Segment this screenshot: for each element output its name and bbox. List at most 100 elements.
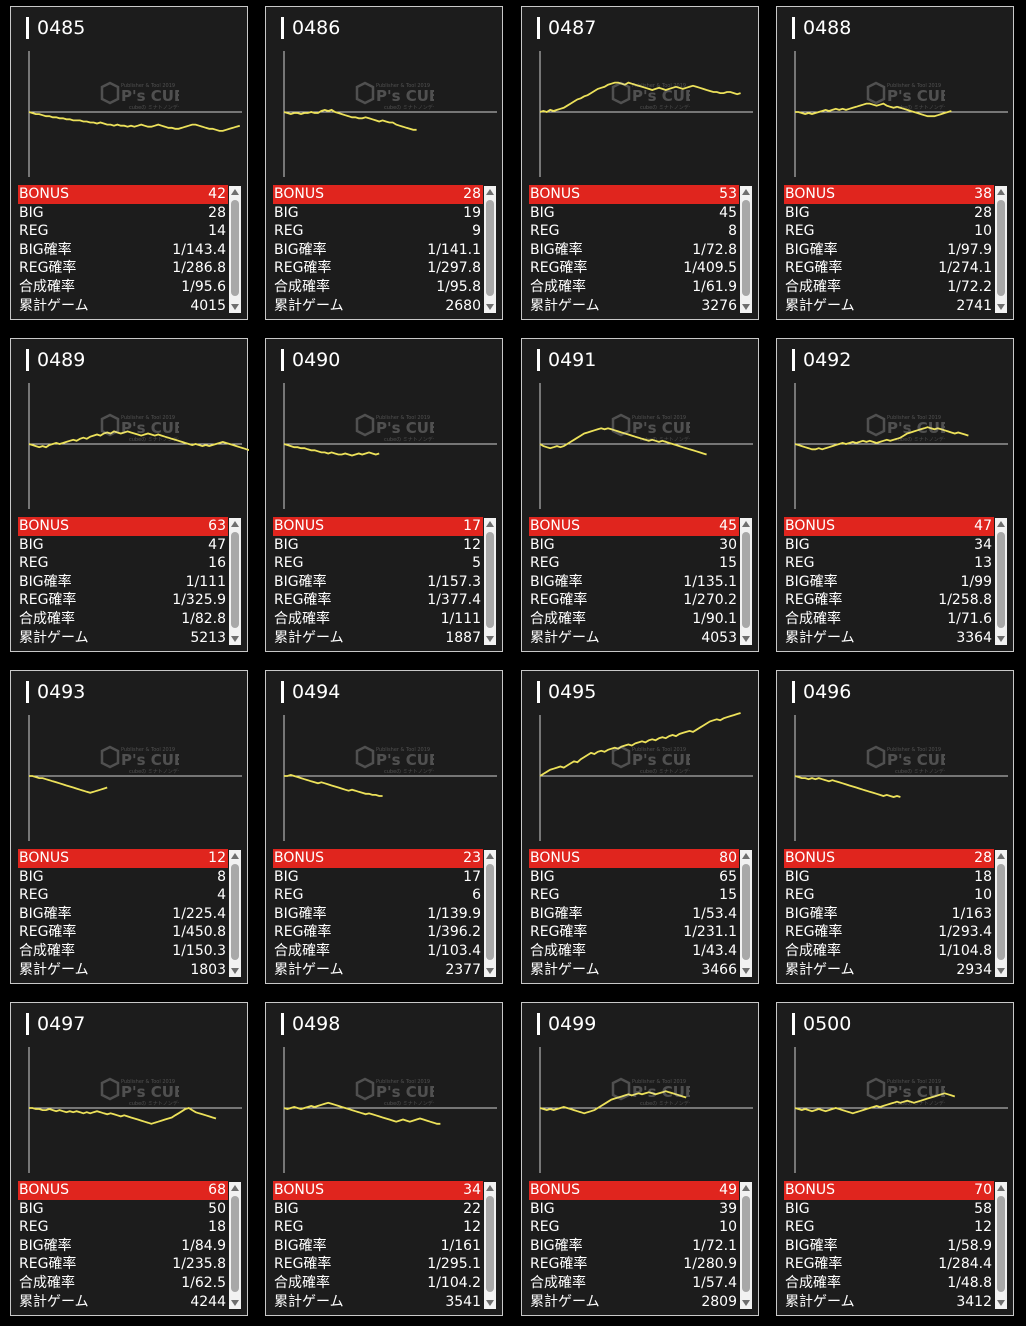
scroll-up-arrow-icon[interactable] [231,853,239,859]
scroll-up-arrow-icon[interactable] [742,521,750,527]
stats-scrollbar[interactable] [740,518,752,645]
scroll-thumb[interactable] [997,200,1005,296]
scroll-down-arrow-icon[interactable] [742,304,750,310]
stats-scrollbar[interactable] [229,518,241,645]
scroll-up-arrow-icon[interactable] [997,1185,1005,1191]
scroll-down-arrow-icon[interactable] [486,636,494,642]
stats-list: BONUS 28 BIG 18 REG 10 BIG確率 1/163 REG確率 1/293.4 合… [784,849,994,979]
stats-scrollbar[interactable] [740,1182,752,1309]
scroll-up-arrow-icon[interactable] [742,189,750,195]
scroll-up-arrow-icon[interactable] [231,189,239,195]
stats-scrollbar[interactable] [995,850,1007,977]
scroll-down-arrow-icon[interactable] [742,968,750,974]
scroll-down-arrow-icon[interactable] [231,304,239,310]
scroll-up-arrow-icon[interactable] [231,1185,239,1191]
stats-scrollbar[interactable] [740,186,752,313]
scroll-thumb[interactable] [486,200,494,296]
stat-value: 12 [463,1218,481,1237]
scroll-down-arrow-icon[interactable] [231,636,239,642]
scroll-down-arrow-icon[interactable] [997,636,1005,642]
stats-scrollbar[interactable] [740,850,752,977]
scroll-up-arrow-icon[interactable] [997,521,1005,527]
stats-scrollbar[interactable] [229,186,241,313]
scroll-down-arrow-icon[interactable] [231,1300,239,1306]
scroll-up-arrow-icon[interactable] [486,853,494,859]
scroll-down-arrow-icon[interactable] [486,968,494,974]
scroll-down-arrow-icon[interactable] [486,1300,494,1306]
scroll-thumb[interactable] [231,864,239,960]
stat-label: BIG [19,1200,44,1219]
stats-scrollbar[interactable] [995,186,1007,313]
stat-row-bonus: BONUS 45 [529,517,739,536]
scroll-up-arrow-icon[interactable] [997,853,1005,859]
stats-scrollbar[interactable] [484,518,496,645]
stats-scrollbar[interactable] [995,1182,1007,1309]
stats-scrollbar[interactable] [995,518,1007,645]
stats-scrollbar[interactable] [484,850,496,977]
stat-value: 2809 [701,1293,737,1312]
stats-scrollbar[interactable] [229,1182,241,1309]
scroll-thumb[interactable] [997,1196,1005,1292]
cube-logo-icon [868,1079,884,1099]
scroll-thumb[interactable] [231,200,239,296]
stat-row-games: 累計ゲーム 5213 [18,629,228,648]
scroll-thumb[interactable] [231,1196,239,1292]
stat-label: REG [785,554,814,573]
scroll-thumb[interactable] [742,1196,750,1292]
stats-scrollbar[interactable] [484,1182,496,1309]
stat-value: 1/150.3 [172,942,226,961]
stat-row-bonus: BONUS 23 [273,849,483,868]
stat-label: BIG [530,204,555,223]
scroll-up-arrow-icon[interactable] [486,189,494,195]
scroll-down-arrow-icon[interactable] [231,968,239,974]
scroll-down-arrow-icon[interactable] [997,1300,1005,1306]
stat-label: BIG [274,868,299,887]
stat-value: 1/225.4 [172,905,226,924]
scroll-thumb[interactable] [486,864,494,960]
scroll-thumb[interactable] [231,532,239,628]
scroll-thumb[interactable] [997,532,1005,628]
stat-label: 合成確率 [274,1274,330,1293]
scroll-thumb[interactable] [486,1196,494,1292]
stat-row-reg: REG 10 [784,222,994,241]
scroll-thumb[interactable] [742,864,750,960]
scroll-up-arrow-icon[interactable] [742,853,750,859]
scroll-down-arrow-icon[interactable] [486,304,494,310]
scroll-up-arrow-icon[interactable] [486,1185,494,1191]
scroll-up-arrow-icon[interactable] [486,521,494,527]
scroll-down-arrow-icon[interactable] [997,304,1005,310]
scroll-thumb[interactable] [742,532,750,628]
stat-row-big-rate: BIG確率 1/72.8 [529,241,739,260]
scroll-thumb[interactable] [486,532,494,628]
scroll-thumb[interactable] [742,200,750,296]
stat-value: 23 [463,849,481,868]
stats-scrollbar[interactable] [484,186,496,313]
stat-label: REG [19,222,48,241]
scroll-down-arrow-icon[interactable] [997,968,1005,974]
scroll-up-arrow-icon[interactable] [742,1185,750,1191]
scroll-down-arrow-icon[interactable] [742,636,750,642]
stats-scrollbar[interactable] [229,850,241,977]
scroll-up-arrow-icon[interactable] [231,521,239,527]
scroll-down-arrow-icon[interactable] [742,1300,750,1306]
scroll-up-arrow-icon[interactable] [997,189,1005,195]
watermark-bottom-text: cubeの ミナトノンデータ [895,768,945,775]
scroll-thumb[interactable] [997,864,1005,960]
stat-value: 1/135.1 [683,573,737,592]
